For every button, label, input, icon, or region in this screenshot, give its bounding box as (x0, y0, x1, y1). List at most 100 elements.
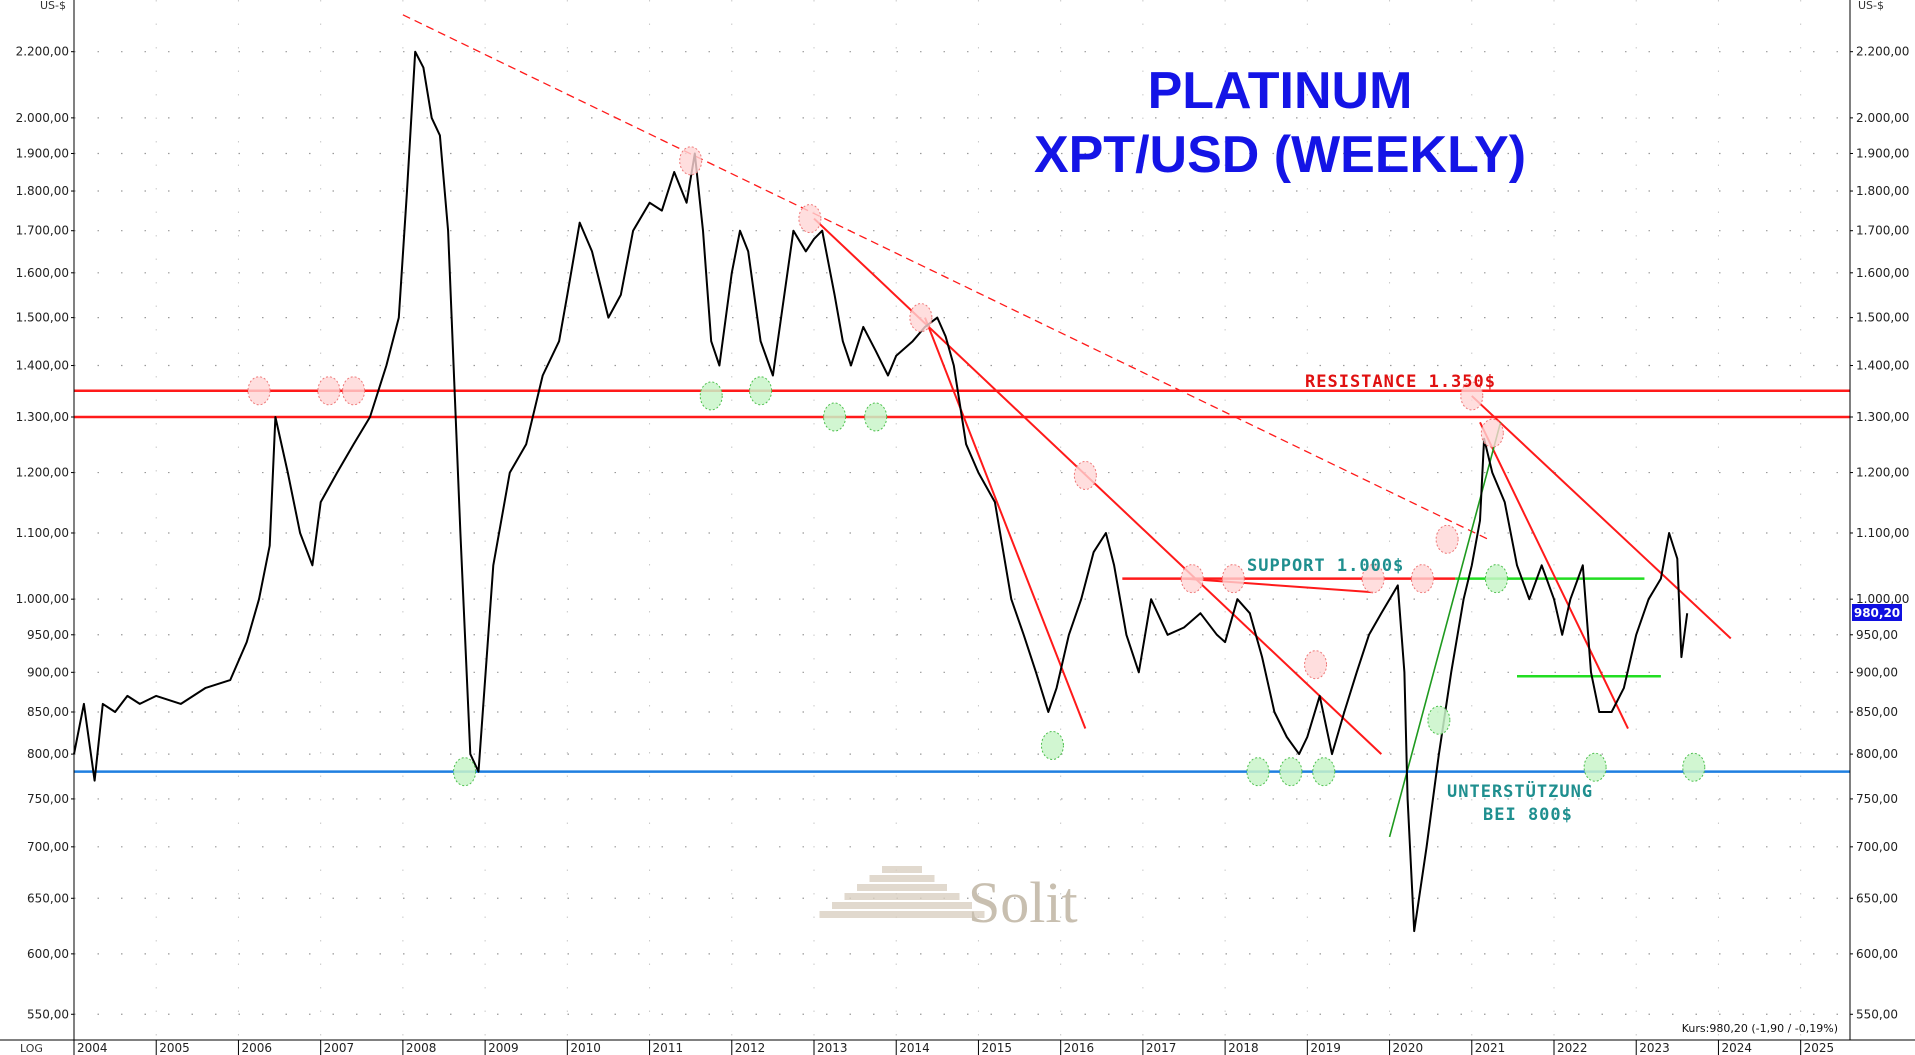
support-touch-marker (1427, 705, 1451, 735)
y-tick-label-left: 950,00 (27, 628, 69, 642)
y-tick-label-right: 1.600,00 (1856, 266, 1909, 280)
y-tick-label-right: 1.000,00 (1856, 592, 1909, 606)
unit-label-right: US-$ (1858, 0, 1884, 12)
unit-label-left: US-$ (40, 0, 66, 12)
x-axis: 2004 2005 2006 2007 2008 2009 2010 2011 2012 2013… (73, 1040, 1835, 1055)
y-tick-label-left: 1.300,00 (16, 410, 69, 424)
resistance-touch-marker (1361, 564, 1385, 594)
support-touch-marker (1312, 757, 1336, 787)
y-tick-label-right: 950,00 (1856, 628, 1898, 642)
x-tick-label: 2018 (1228, 1041, 1259, 1055)
y-tick-label-left: 650,00 (27, 891, 69, 905)
x-tick-label: 2004 (77, 1041, 108, 1055)
x-tick-label: 2006 (241, 1041, 272, 1055)
y-tick-label-right: 1.800,00 (1856, 184, 1909, 198)
y-tick-label-left: 1.700,00 (16, 224, 69, 238)
support-touch-marker (1040, 730, 1064, 760)
y-tick-label-left: 800,00 (27, 747, 69, 761)
support-touch-marker (1279, 757, 1303, 787)
watermark-text: Solit (968, 870, 1078, 935)
y-tick-label-right: 1.500,00 (1856, 311, 1909, 325)
logo-step (882, 866, 922, 873)
support-touch-marker (1246, 757, 1270, 787)
price-series (73, 50, 1689, 933)
last-price-value: 980,20 (1854, 606, 1900, 620)
y-tick-label-left: 1.600,00 (16, 266, 69, 280)
x-tick-label: 2005 (159, 1041, 190, 1055)
support-annotation: SUPPORT 1.000$ (1247, 556, 1404, 576)
y-tick-label-left: 750,00 (27, 792, 69, 806)
y-tick-label-right: 1.400,00 (1856, 359, 1909, 373)
x-tick-label: 2014 (899, 1041, 930, 1055)
y-tick-label-left: 2.200,00 (16, 45, 69, 59)
resistance-touch-marker (1435, 524, 1459, 554)
y-tick-label-left: 1.500,00 (16, 311, 69, 325)
x-tick-label: 2020 (1393, 1041, 1424, 1055)
downtrend-line (1471, 395, 1732, 640)
y-tick-label-left: 600,00 (27, 947, 69, 961)
y-axis-left: 550,00 600,00 650,00 700,00 750,00 800,00 850,… (16, 45, 74, 1021)
y-tick-label-right: 800,00 (1856, 747, 1898, 761)
x-tick-label: 2017 (1146, 1041, 1177, 1055)
y-tick-label-left: 550,00 (27, 1007, 69, 1021)
y-tick-label-left: 1.400,00 (16, 359, 69, 373)
logo-step (832, 902, 972, 909)
support-touch-marker (749, 376, 773, 406)
y-tick-label-right: 1.900,00 (1856, 146, 1909, 160)
resistance-touch-marker (247, 376, 271, 406)
last-price-tag: 980,20 (1852, 604, 1902, 621)
resistance-touch-marker (1221, 564, 1245, 594)
x-tick-label: 2023 (1639, 1041, 1670, 1055)
support-800-annotation-line1: UNTERSTÜTZUNG (1447, 780, 1593, 802)
x-tick-label: 2010 (570, 1041, 601, 1055)
x-tick-label: 2007 (324, 1041, 355, 1055)
support-touch-marker (1682, 752, 1706, 782)
x-tick-label: 2016 (1064, 1041, 1095, 1055)
x-tick-label: 2025 (1804, 1041, 1835, 1055)
touch-markers (247, 146, 1706, 787)
support-touch-marker (1484, 564, 1508, 594)
support-touch-marker (699, 381, 723, 411)
y-tick-label-right: 900,00 (1856, 665, 1898, 679)
x-tick-label: 2015 (981, 1041, 1012, 1055)
chart-title: PLATINUM (1148, 62, 1413, 120)
downtrend-line (813, 217, 1383, 755)
resistance-touch-marker (1180, 564, 1204, 594)
downtrend-line (924, 317, 1087, 729)
footer-quote: Kurs:980,20 (-1,90 / -0,19%) (1682, 1022, 1838, 1035)
y-tick-label-right: 2.200,00 (1856, 45, 1909, 59)
x-tick-label: 2024 (1721, 1041, 1752, 1055)
resistance-touch-marker (798, 204, 822, 234)
y-tick-label-right: 700,00 (1856, 840, 1898, 854)
chart-subtitle: XPT/USD (WEEKLY) (1034, 126, 1526, 184)
support-touch-marker (823, 402, 847, 432)
y-tick-label-left: 1.100,00 (16, 526, 69, 540)
y-tick-label-right: 550,00 (1856, 1007, 1898, 1021)
y-tick-label-right: 1.100,00 (1856, 526, 1909, 540)
resistance-touch-marker (1460, 381, 1484, 411)
log-scale-label: LOG (20, 1042, 43, 1055)
y-tick-label-right: 650,00 (1856, 891, 1898, 905)
support-touch-marker (864, 402, 888, 432)
trend-overlays (74, 14, 1850, 838)
logo-step (819, 911, 985, 918)
y-tick-label-left: 900,00 (27, 665, 69, 679)
y-tick-label-left: 2.000,00 (16, 111, 69, 125)
x-tick-label: 2009 (488, 1041, 519, 1055)
x-tick-label: 2011 (653, 1041, 684, 1055)
y-tick-label-right: 1.700,00 (1856, 224, 1909, 238)
y-tick-label-right: 2.000,00 (1856, 111, 1909, 125)
resistance-annotation: RESISTANCE 1.350$ (1305, 372, 1496, 392)
resistance-touch-marker (1480, 418, 1504, 448)
resistance-touch-marker (909, 303, 933, 333)
resistance-touch-marker (679, 146, 703, 176)
solit-logo-icon (819, 866, 985, 918)
y-tick-label-right: 850,00 (1856, 705, 1898, 719)
support-touch-marker (453, 757, 477, 787)
x-tick-label: 2021 (1475, 1041, 1506, 1055)
y-tick-label-left: 1.800,00 (16, 184, 69, 198)
y-tick-label-left: 850,00 (27, 705, 69, 719)
resistance-touch-marker (317, 376, 341, 406)
y-axis-right: 550,00 600,00 650,00 700,00 750,00 800,00 850,… (1850, 45, 1909, 1021)
